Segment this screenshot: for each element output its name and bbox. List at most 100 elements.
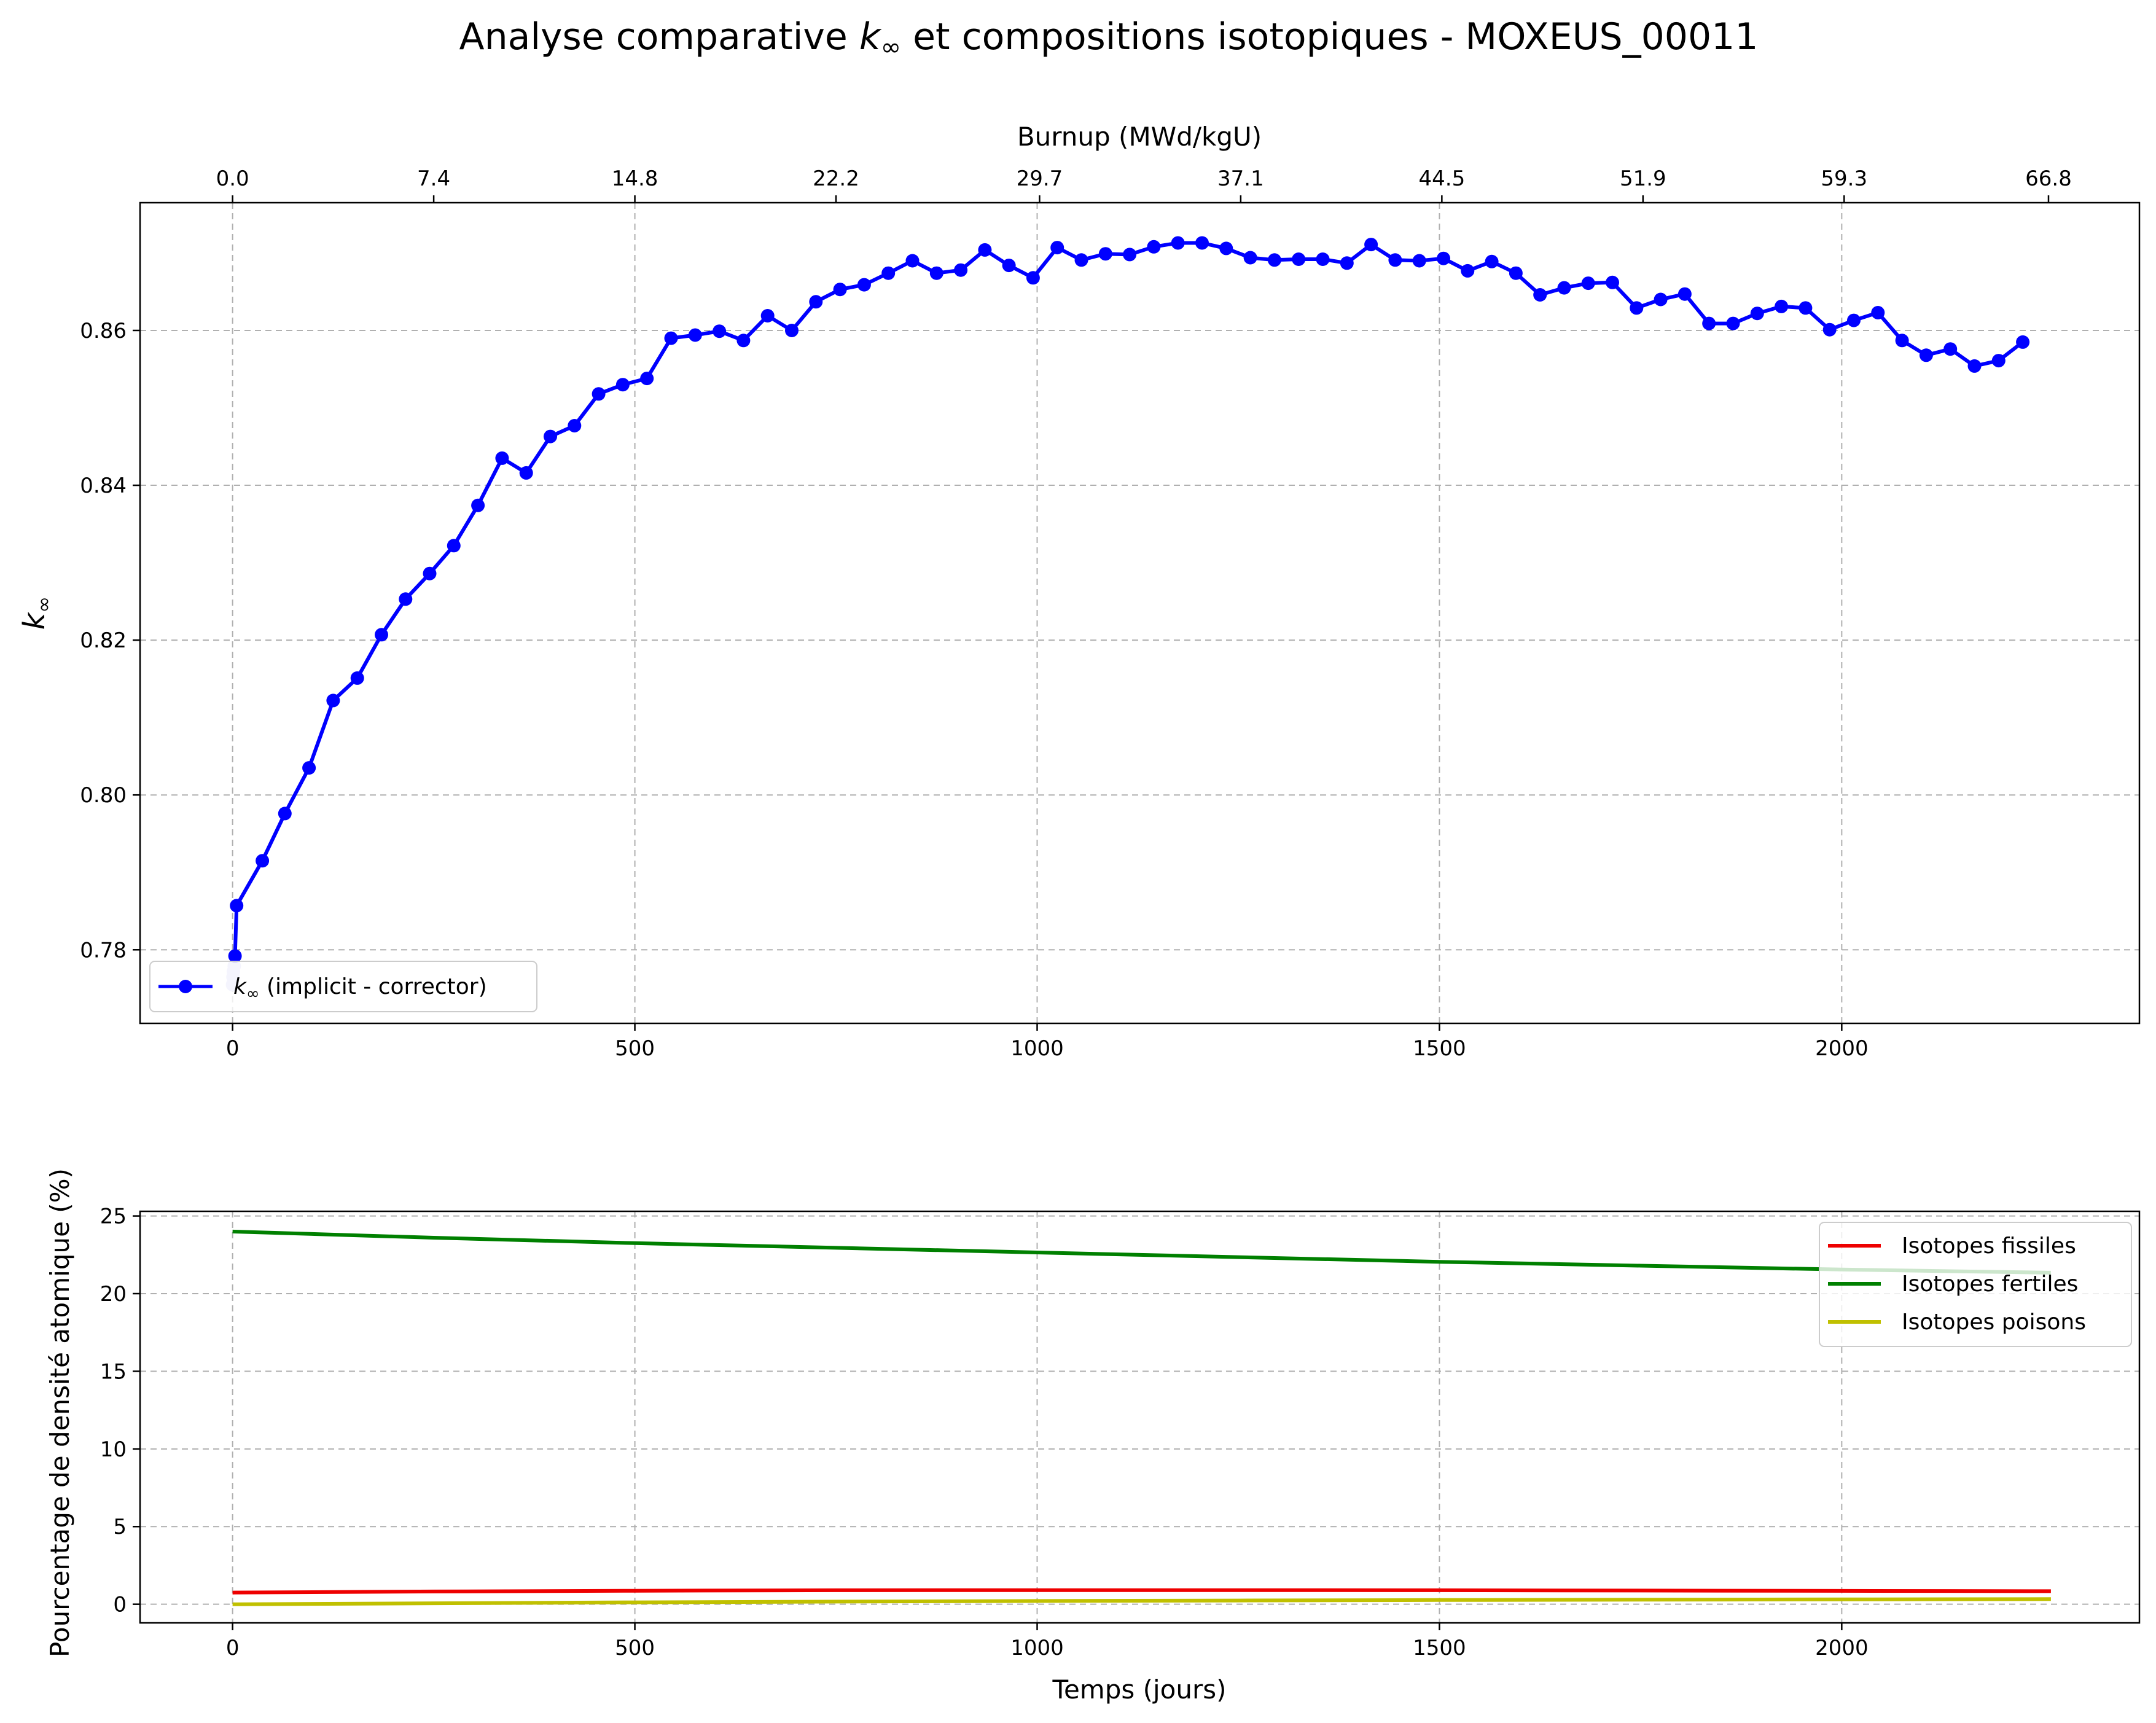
data-point: [881, 266, 896, 280]
data-point: [1967, 359, 1982, 373]
data-point: [230, 899, 244, 913]
time-axis-label: Temps (jours): [1052, 1674, 1226, 1705]
title-k: k: [859, 15, 882, 58]
kinf-y-ticks: 0.78 0.80 0.82 0.84 0.86: [80, 319, 140, 963]
kinf-legend: k∞ (implicit - corrector): [149, 961, 537, 1012]
y-tick-label: 0.86: [80, 319, 127, 343]
data-point: [1123, 248, 1137, 262]
data-point: [1630, 301, 1644, 315]
y-tick-label: 0.84: [80, 474, 127, 498]
data-point: [1171, 236, 1185, 250]
data-point: [1726, 316, 1740, 330]
data-point: [519, 466, 533, 480]
data-point: [1581, 276, 1595, 291]
kinf-series: [225, 236, 2030, 991]
data-point: [399, 592, 413, 606]
kinf-legend-box: [149, 961, 537, 1012]
data-point: [1485, 254, 1499, 268]
data-point: [592, 387, 606, 401]
x-tick-label: 500: [615, 1036, 655, 1061]
kinf-legend-sub: ∞: [246, 985, 260, 1003]
isotopes-legend: Isotopes fissiles Isotopes fertiles Isotop…: [1819, 1222, 2132, 1347]
data-point: [1388, 253, 1402, 267]
data-point: [1557, 281, 1571, 295]
y-tick-label: 5: [113, 1515, 127, 1539]
data-point: [1991, 354, 2006, 368]
data-point: [471, 498, 485, 512]
kinf-legend-k: k: [233, 974, 248, 999]
data-point: [954, 263, 968, 277]
data-point: [857, 278, 871, 292]
data-point: [929, 266, 943, 280]
data-point: [423, 566, 437, 580]
data-point: [1026, 271, 1040, 285]
data-point: [664, 331, 678, 345]
data-point: [1606, 275, 1619, 289]
data-point: [713, 324, 727, 338]
isotopes-panel: 0 500 1000 1500 2000 0 5 10 15 20 25 Temps (jours…: [45, 1168, 2141, 1705]
data-point: [350, 671, 364, 685]
data-point: [1074, 253, 1088, 267]
kinf-grid: [140, 203, 2139, 1023]
y-tick-label: 0: [113, 1593, 127, 1617]
series-line-0: [232, 1588, 2051, 1595]
data-point: [1147, 240, 1161, 254]
data-point: [1050, 241, 1064, 255]
burnup-tick-label: 7.4: [417, 166, 450, 191]
data-point: [1340, 256, 1354, 270]
data-point: [375, 628, 388, 642]
isotopes-y-ticks: 0 5 10 15 20 25: [100, 1205, 140, 1617]
y-tick-label: 20: [100, 1282, 127, 1307]
isotopes-legend-label: Isotopes fissiles: [1902, 1233, 2076, 1259]
data-point: [688, 328, 702, 342]
kinf-panel: 0 500 1000 1500 2000 0.78 0.80 0.82 0.84 0.86 0.…: [17, 122, 2141, 1061]
x-tick-label: 0: [226, 1636, 240, 1660]
burnup-tick-label: 51.9: [1620, 166, 1666, 191]
x-tick-label: 2000: [1815, 1036, 1869, 1061]
data-point: [833, 283, 847, 297]
data-point: [978, 243, 992, 257]
data-point: [1678, 287, 1692, 301]
burnup-tick-label: 59.3: [1821, 166, 1867, 191]
y-tick-label: 10: [100, 1437, 127, 1462]
data-point: [1775, 299, 1789, 313]
x-tick-label: 2000: [1815, 1636, 1869, 1660]
data-point: [809, 295, 823, 309]
data-point: [1243, 251, 1257, 265]
data-point: [1219, 241, 1233, 256]
kinf-axis-label: k∞: [17, 596, 55, 630]
data-point: [785, 324, 799, 337]
data-point: [1799, 301, 1813, 315]
x-tick-label: 1000: [1010, 1636, 1064, 1660]
isotopes-legend-box: [1819, 1222, 2132, 1347]
data-point: [760, 309, 775, 322]
x-tick-label: 1500: [1413, 1636, 1466, 1660]
kinf-legend-marker: [179, 980, 192, 993]
data-point: [1919, 348, 1933, 362]
title-subscript: ∞: [881, 33, 901, 61]
burnup-ticks: 0.0 7.4 14.8 22.2 29.7 37.1 44.5 51.9 59.3 66.8: [216, 166, 2072, 203]
kinf-x-ticks: 0 500 1000 1500 2000: [226, 1023, 1869, 1061]
burnup-tick-label: 29.7: [1017, 166, 1063, 191]
kinf-legend-text: (implicit - corrector): [260, 974, 487, 999]
data-point: [1822, 322, 1837, 337]
burnup-tick-label: 14.8: [612, 166, 658, 191]
data-point: [1750, 307, 1764, 321]
kinf-legend-label: k∞ (implicit - corrector): [233, 974, 487, 1003]
isotopes-x-ticks: 0 500 1000 1500 2000: [226, 1623, 1869, 1660]
data-point: [568, 419, 582, 432]
data-point: [1871, 306, 1885, 319]
data-point: [1895, 334, 1909, 348]
y-tick-label: 15: [100, 1359, 127, 1384]
burnup-tick-label: 22.2: [813, 166, 859, 191]
title-part-1: Analyse comparative: [459, 15, 859, 58]
data-point: [1412, 254, 1426, 268]
burnup-axis-label: Burnup (MWd/kgU): [1017, 122, 1262, 152]
isotopes-axes-frame: [139, 1210, 2141, 1624]
x-tick-label: 500: [615, 1636, 655, 1660]
isotopes-series: [232, 1229, 2051, 1606]
series-line-1: [232, 1229, 2051, 1275]
data-point: [278, 807, 292, 821]
data-point: [1002, 259, 1016, 273]
data-point: [1654, 292, 1668, 307]
